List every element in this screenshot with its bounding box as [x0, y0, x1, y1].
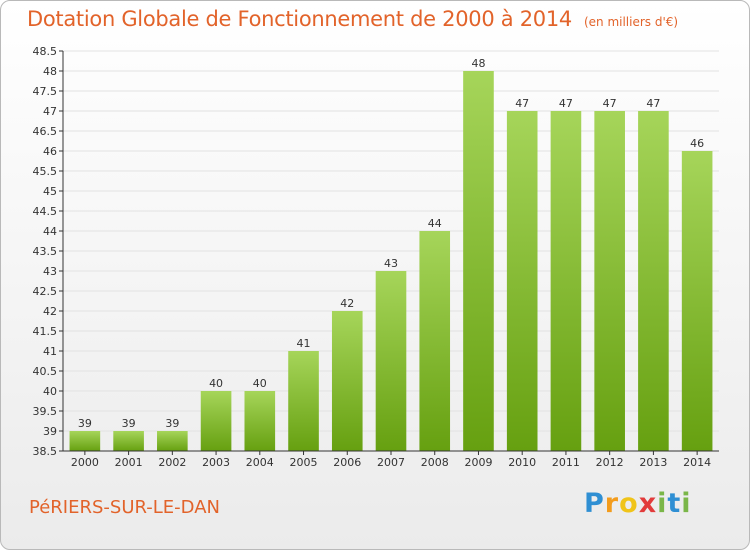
data-label: 39: [122, 417, 136, 430]
bar: [463, 71, 494, 451]
bar: [375, 271, 407, 451]
y-tick-label: 44.5: [33, 205, 58, 218]
y-tick-label: 44: [43, 225, 57, 238]
data-label: 47: [515, 97, 529, 110]
bar: [506, 111, 538, 451]
logo-letter: r: [604, 488, 620, 519]
x-tick-label: 2001: [115, 456, 143, 469]
y-tick-label: 46.5: [33, 125, 58, 138]
logo-letter: P: [584, 488, 605, 519]
x-tick-label: 2006: [333, 456, 361, 469]
y-tick-label: 48: [43, 65, 57, 78]
data-label: 39: [78, 417, 92, 430]
title-text: Dotation Globale de Fonctionnement de 20…: [27, 7, 572, 31]
y-tick-label: 43: [43, 265, 57, 278]
x-tick-label: 2004: [246, 456, 274, 469]
proxiti-logo[interactable]: Proxiti: [584, 488, 692, 519]
commune-name: PéRIERS-SUR-LE-DAN: [29, 497, 220, 518]
logo-letter: x: [638, 488, 658, 519]
data-label: 46: [690, 137, 704, 150]
data-label: 40: [253, 377, 267, 390]
y-tick-label: 40.5: [33, 365, 58, 378]
y-tick-label: 45: [43, 185, 57, 198]
y-tick-label: 38.5: [33, 445, 58, 458]
logo-letter: i: [681, 488, 692, 519]
y-tick-label: 41.5: [33, 325, 58, 338]
x-tick-label: 2005: [290, 456, 318, 469]
y-tick-label: 47: [43, 105, 57, 118]
logo-letter: i: [657, 488, 668, 519]
data-label: 47: [646, 97, 660, 110]
x-tick-label: 2008: [421, 456, 449, 469]
labels: 38.5 39 39.5 40 40.5 41 41.5 42 42.5 43 43.5 44 44.5…: [33, 45, 712, 469]
bar: [244, 391, 276, 451]
bars: [69, 71, 713, 451]
logo-letter: o: [619, 488, 639, 519]
y-tick-label: 39.5: [33, 405, 58, 418]
data-label: 47: [559, 97, 573, 110]
data-label: 40: [209, 377, 223, 390]
data-label: 43: [384, 257, 398, 270]
bar: [69, 431, 101, 451]
bar: [638, 111, 669, 451]
data-label: 41: [297, 337, 311, 350]
y-tick-label: 42.5: [33, 285, 58, 298]
y-tick-label: 47.5: [33, 85, 58, 98]
x-tick-label: 2010: [508, 456, 536, 469]
logo-letter: t: [667, 488, 682, 519]
y-tick-label: 48.5: [33, 45, 58, 58]
x-tick-label: 2007: [377, 456, 405, 469]
x-tick-label: 2012: [596, 456, 624, 469]
data-label: 48: [471, 57, 485, 70]
data-label: 44: [428, 217, 442, 230]
bar: [200, 391, 232, 451]
bar: [157, 431, 188, 451]
x-tick-label: 2011: [552, 456, 580, 469]
x-tick-label: 2009: [464, 456, 492, 469]
bar: [331, 311, 363, 451]
y-tick-label: 46: [43, 145, 57, 158]
bar: [419, 231, 451, 451]
bar: [594, 111, 625, 451]
axes: [59, 50, 719, 455]
x-tick-label: 2000: [71, 456, 99, 469]
y-tick-label: 39: [43, 425, 57, 438]
data-label: 39: [165, 417, 179, 430]
x-tick-label: 2002: [158, 456, 186, 469]
y-tick-label: 40: [43, 385, 57, 398]
bar: [681, 151, 713, 451]
bar: [550, 111, 582, 451]
bar: [113, 431, 144, 451]
x-tick-label: 2003: [202, 456, 230, 469]
title-unit: (en milliers d'€): [583, 15, 679, 29]
data-label: 47: [603, 97, 617, 110]
chart-title: Dotation Globale de Fonctionnement de 20…: [27, 7, 678, 31]
x-tick-label: 2014: [683, 456, 711, 469]
y-tick-label: 43.5: [33, 245, 58, 258]
bar: [288, 351, 319, 451]
data-label: 42: [340, 297, 354, 310]
y-tick-label: 45.5: [33, 165, 58, 178]
y-tick-label: 41: [43, 345, 57, 358]
y-tick-label: 42: [43, 305, 57, 318]
x-tick-label: 2013: [639, 456, 667, 469]
